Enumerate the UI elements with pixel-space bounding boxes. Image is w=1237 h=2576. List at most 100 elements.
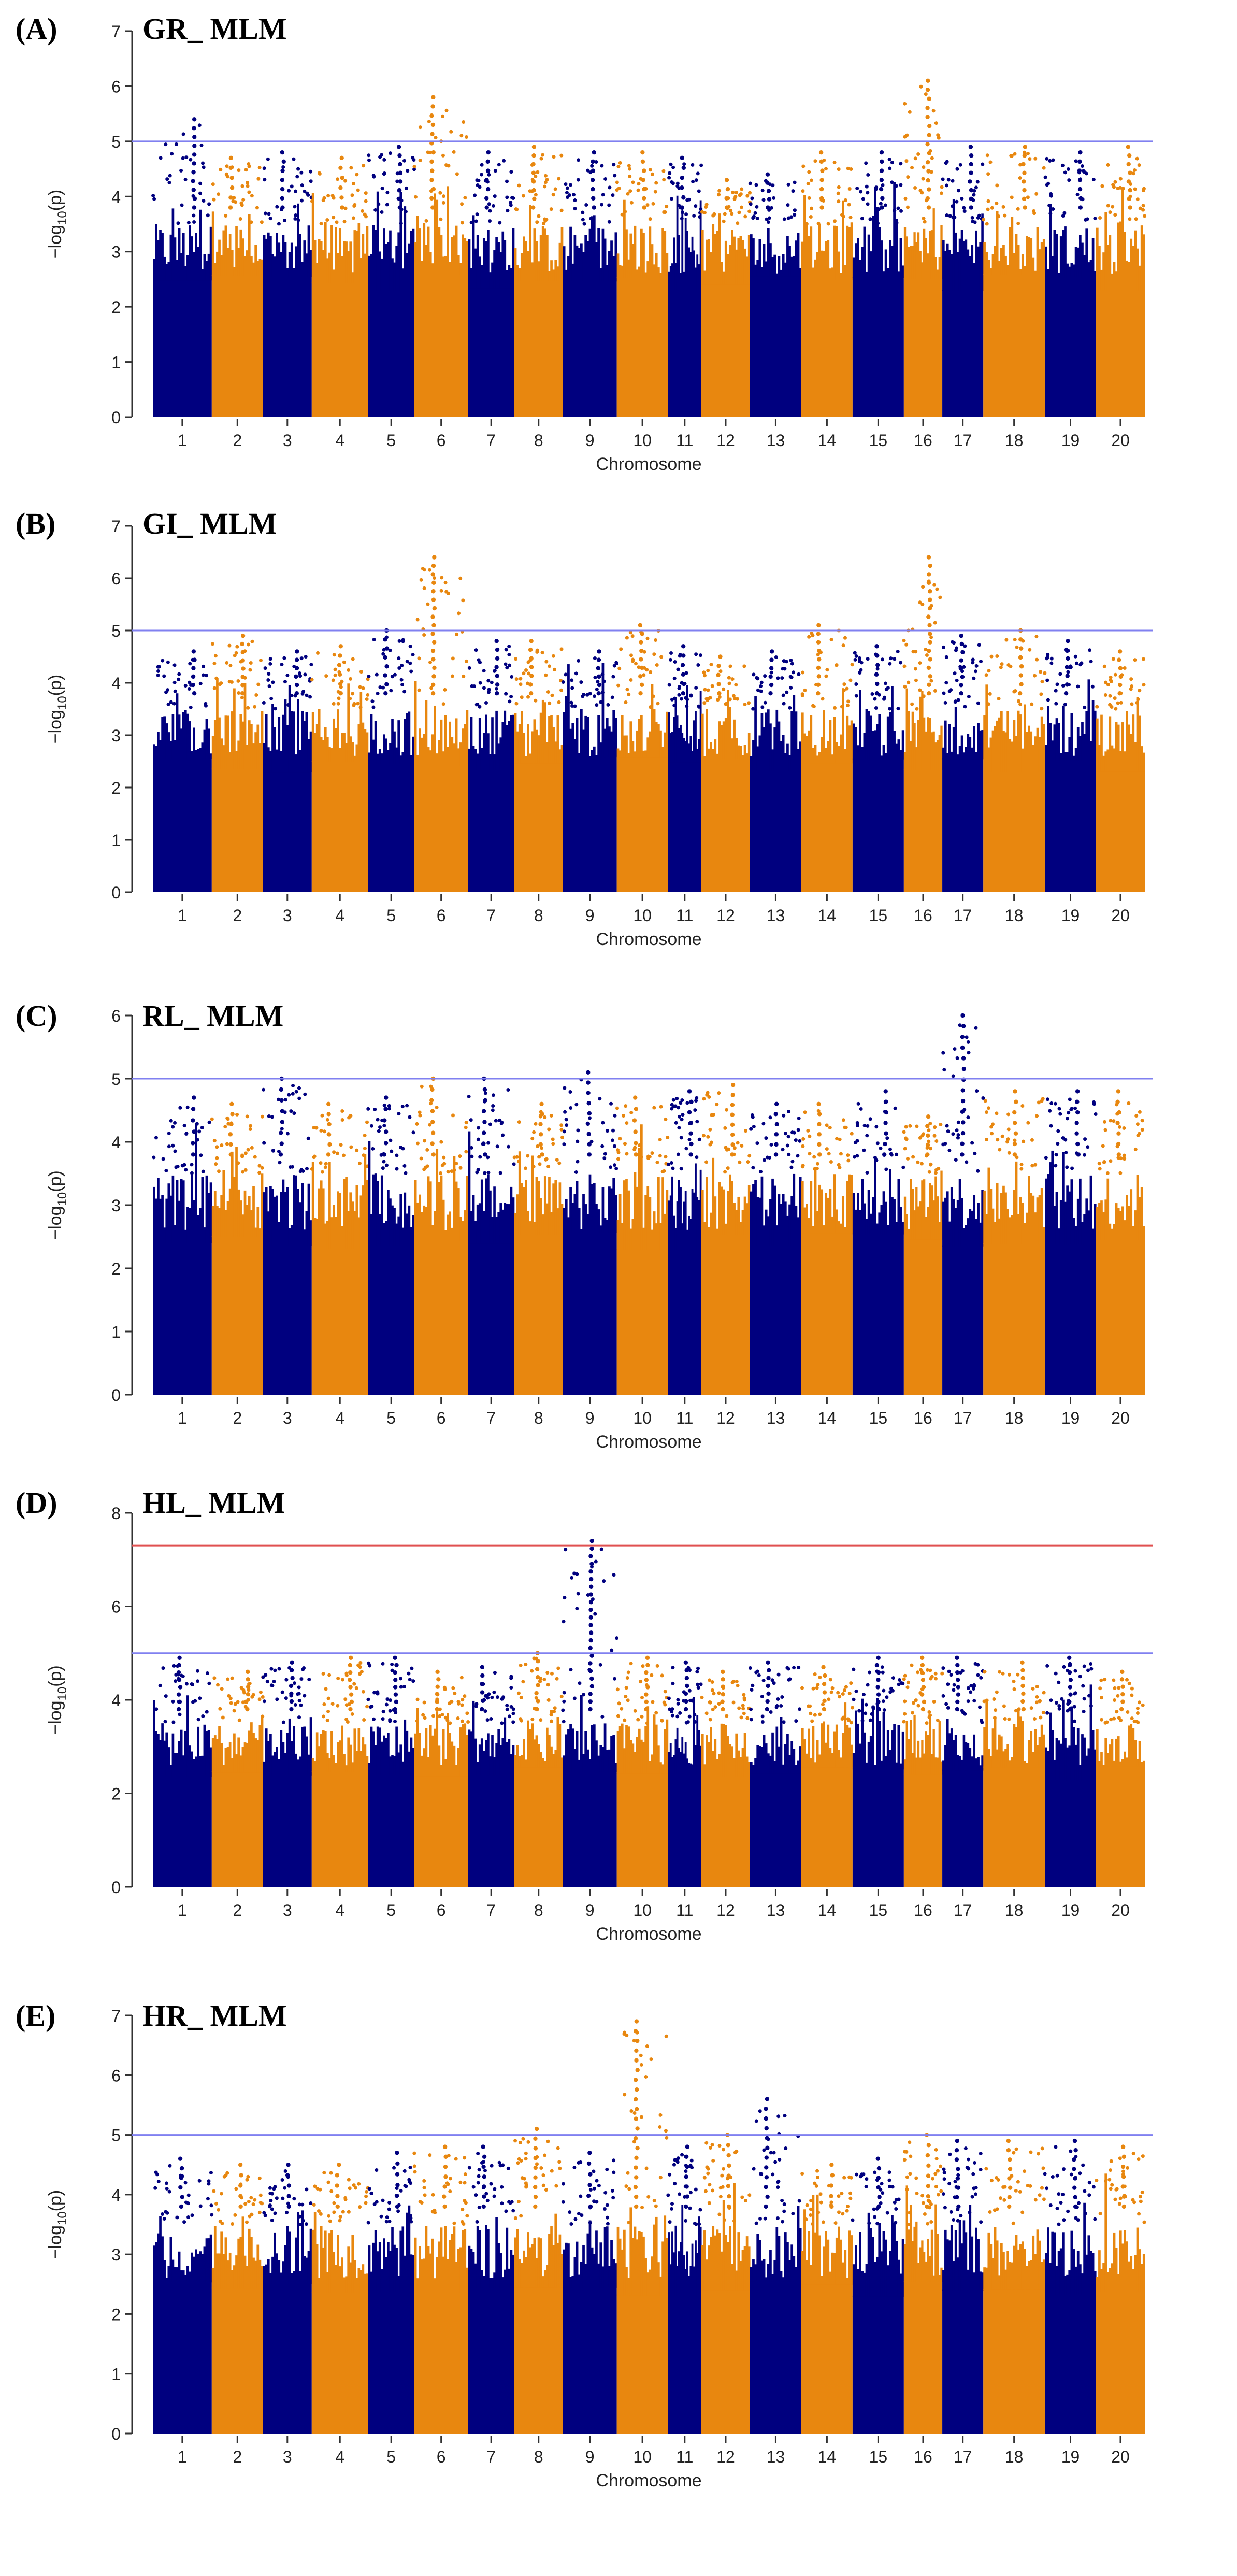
point-column (795, 1765, 798, 1774)
point-column (838, 746, 840, 764)
point-column (644, 750, 647, 758)
snp-point (899, 183, 903, 187)
point-column (1096, 718, 1099, 772)
snp-point (761, 1679, 766, 1683)
point-column (636, 269, 639, 278)
point-column (472, 1700, 475, 1776)
snp-point (932, 583, 937, 587)
chromosome-16-points (902, 1655, 944, 1887)
density-block (1096, 289, 1145, 417)
snp-point (228, 165, 233, 170)
snp-point (623, 209, 627, 213)
snp-point (598, 1097, 602, 1101)
snp-point (810, 1719, 814, 1723)
point-column (313, 1218, 317, 1249)
point-column (616, 1220, 620, 1250)
point-column (431, 734, 434, 766)
snp-point (430, 1130, 436, 1135)
point-column (205, 1175, 208, 1243)
snp-point (519, 682, 523, 686)
point-column (718, 1182, 721, 1235)
point-column (701, 713, 704, 760)
point-column (863, 226, 866, 278)
snp-point (253, 1155, 257, 1159)
snp-point (855, 1123, 859, 1127)
point-column (385, 244, 387, 291)
point-column (233, 1177, 236, 1237)
point-column (404, 1719, 407, 1775)
point-column (880, 1760, 883, 1770)
point-column (996, 211, 999, 275)
snp-point (367, 1661, 371, 1665)
snp-point (681, 672, 686, 677)
snp-point (529, 639, 534, 643)
snp-point (337, 672, 342, 677)
point-column (427, 1176, 430, 1241)
point-column (569, 1724, 572, 1772)
point-column (760, 267, 764, 277)
snp-point (440, 576, 444, 580)
point-column (169, 234, 172, 281)
snp-point (801, 670, 805, 675)
snp-point (588, 1607, 593, 1612)
point-column (642, 233, 645, 278)
snp-point (192, 220, 196, 224)
snp-point (881, 1670, 885, 1675)
snp-point (509, 1676, 513, 1680)
snp-point (1134, 1114, 1139, 1118)
point-column (159, 1740, 162, 1777)
chromosome-11-points (667, 644, 702, 892)
snp-point (615, 1636, 619, 1640)
point-column (760, 1747, 764, 1774)
chromosome-1-points (151, 117, 212, 417)
chromosome-10-points (615, 150, 669, 417)
snp-point (326, 1132, 332, 1137)
snp-point (431, 150, 436, 155)
point-column (523, 236, 525, 281)
snp-point (588, 1554, 593, 1558)
point-column (680, 1187, 682, 1251)
snp-point (711, 1113, 715, 1117)
density-block (983, 1243, 1045, 1395)
snp-point (985, 222, 989, 226)
point-column (872, 731, 874, 760)
point-column (735, 738, 738, 760)
snp-point (887, 158, 891, 162)
snp-point (167, 1144, 171, 1149)
point-column (784, 262, 787, 277)
x-tick-label: 13 (767, 906, 785, 925)
snp-point (702, 1097, 706, 1101)
snp-point (1111, 657, 1115, 661)
snp-point (893, 208, 897, 212)
snp-point (629, 678, 633, 682)
snp-point (582, 1693, 586, 1697)
point-column (295, 1175, 297, 1246)
point-column (739, 1222, 742, 1235)
snp-point (562, 1720, 566, 1724)
snp-point (340, 1109, 344, 1113)
snp-point (883, 1121, 888, 1125)
snp-point (973, 1151, 977, 1155)
snp-point (365, 1705, 369, 1709)
snp-point (928, 632, 932, 636)
snp-point (514, 657, 518, 661)
snp-point (299, 656, 304, 661)
point-column (855, 1710, 857, 1770)
snp-point (660, 1719, 664, 1723)
snp-point (1014, 1099, 1018, 1104)
snp-point (192, 144, 197, 148)
point-column (1064, 226, 1067, 278)
point-column (155, 1731, 157, 1777)
snp-point (467, 1094, 471, 1098)
snp-point (960, 675, 965, 679)
point-column (1040, 716, 1043, 772)
point-column (474, 1738, 477, 1776)
snp-point (649, 705, 653, 709)
point-column (466, 241, 469, 275)
snp-point (633, 1709, 637, 1713)
snp-point (372, 175, 376, 179)
point-column (353, 1211, 356, 1249)
snp-point (926, 614, 931, 619)
point-column (608, 1749, 611, 1772)
snp-point (612, 664, 616, 668)
